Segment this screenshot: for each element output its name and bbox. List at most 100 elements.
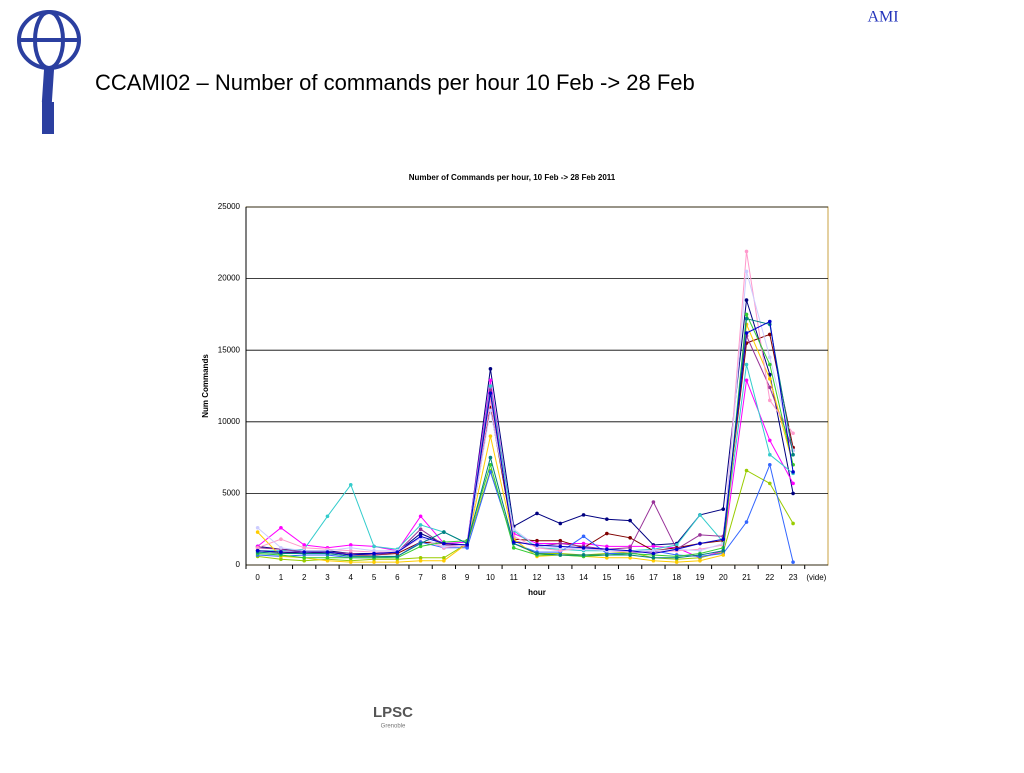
data-point xyxy=(535,543,539,547)
data-point xyxy=(488,388,493,393)
x-tick-label: 6 xyxy=(395,573,400,582)
series-line xyxy=(257,251,794,553)
data-point xyxy=(768,355,772,360)
x-tick-label: 15 xyxy=(602,573,611,582)
data-point xyxy=(325,556,330,560)
data-point xyxy=(488,470,493,474)
data-point xyxy=(418,558,423,563)
y-axis-label: Num Commands xyxy=(201,354,210,418)
data-point xyxy=(418,514,423,519)
x-tick-label: 23 xyxy=(789,573,798,582)
data-point xyxy=(651,556,656,560)
logo-city: Grenoble xyxy=(381,724,406,730)
data-point xyxy=(348,483,353,487)
data-point xyxy=(279,550,283,554)
data-point xyxy=(488,462,493,467)
data-point xyxy=(744,298,749,302)
series-line xyxy=(257,312,794,559)
x-tick-label: 13 xyxy=(556,573,565,582)
data-point xyxy=(744,331,749,335)
x-tick-label: 20 xyxy=(719,573,728,582)
data-point xyxy=(651,548,656,553)
y-tick-label: 20000 xyxy=(218,274,241,283)
data-point xyxy=(628,518,632,523)
data-point xyxy=(511,546,516,550)
data-point xyxy=(302,546,307,550)
atlas-logo xyxy=(17,10,81,134)
data-point xyxy=(791,560,795,564)
data-point xyxy=(348,543,353,547)
data-point xyxy=(279,557,283,562)
data-point xyxy=(488,455,493,460)
data-point xyxy=(465,546,469,550)
data-point xyxy=(325,550,330,554)
y-tick-label: 10000 xyxy=(218,417,241,426)
data-point xyxy=(255,548,260,553)
data-point xyxy=(605,556,609,560)
data-point xyxy=(442,556,446,560)
data-point xyxy=(535,538,539,543)
data-point xyxy=(348,553,353,557)
data-point xyxy=(395,550,400,554)
data-point xyxy=(698,513,702,517)
data-point xyxy=(768,438,772,443)
x-tick-label: 1 xyxy=(279,573,284,582)
data-point xyxy=(791,521,795,526)
data-point xyxy=(744,362,749,367)
data-point xyxy=(768,377,772,381)
x-tick-label: 19 xyxy=(696,573,705,582)
data-point xyxy=(488,434,493,438)
data-point xyxy=(698,558,702,563)
data-point xyxy=(768,398,772,403)
data-point xyxy=(744,269,749,274)
data-point xyxy=(465,543,469,547)
series-line xyxy=(257,364,794,552)
data-point xyxy=(558,538,563,543)
data-point xyxy=(674,560,679,564)
data-point xyxy=(511,527,516,531)
series-line xyxy=(257,333,794,556)
data-point xyxy=(488,391,493,395)
data-point xyxy=(348,546,353,550)
data-point xyxy=(721,507,726,511)
x-tick-label: 2 xyxy=(302,573,307,582)
data-point xyxy=(511,540,516,544)
data-point xyxy=(721,553,726,557)
data-point xyxy=(651,551,656,556)
data-point xyxy=(279,546,283,550)
x-tick-label: (vide) xyxy=(806,573,826,582)
x-tick-label: 5 xyxy=(372,573,377,582)
data-point xyxy=(442,544,446,549)
x-tick-label: 14 xyxy=(579,573,588,582)
data-point xyxy=(302,556,307,560)
data-point xyxy=(418,544,423,549)
data-point xyxy=(558,521,563,526)
data-point xyxy=(605,547,609,552)
x-tick-label: 18 xyxy=(672,573,681,582)
data-point xyxy=(744,316,749,321)
data-point xyxy=(628,546,632,550)
series-line xyxy=(257,322,794,563)
data-point xyxy=(442,530,446,534)
data-point xyxy=(744,312,749,317)
data-point xyxy=(418,556,423,560)
data-point xyxy=(721,548,726,553)
x-tick-label: 9 xyxy=(465,573,470,582)
data-point xyxy=(768,332,772,337)
data-point xyxy=(768,385,772,390)
chart-title: Number of Commands per hour, 10 Feb -> 2… xyxy=(409,173,616,182)
data-point xyxy=(488,384,493,388)
x-tick-label: 8 xyxy=(442,573,447,582)
data-point xyxy=(395,554,400,559)
data-point xyxy=(418,523,423,527)
y-tick-label: 15000 xyxy=(218,345,241,354)
data-point xyxy=(372,544,376,549)
data-point xyxy=(791,481,795,486)
data-point xyxy=(651,558,656,563)
data-point xyxy=(768,319,772,324)
slide-title: CCAMI02 – Number of commands per hour 10… xyxy=(95,70,695,95)
data-point xyxy=(768,362,772,367)
data-point xyxy=(628,556,632,560)
x-tick-label: 17 xyxy=(649,573,658,582)
